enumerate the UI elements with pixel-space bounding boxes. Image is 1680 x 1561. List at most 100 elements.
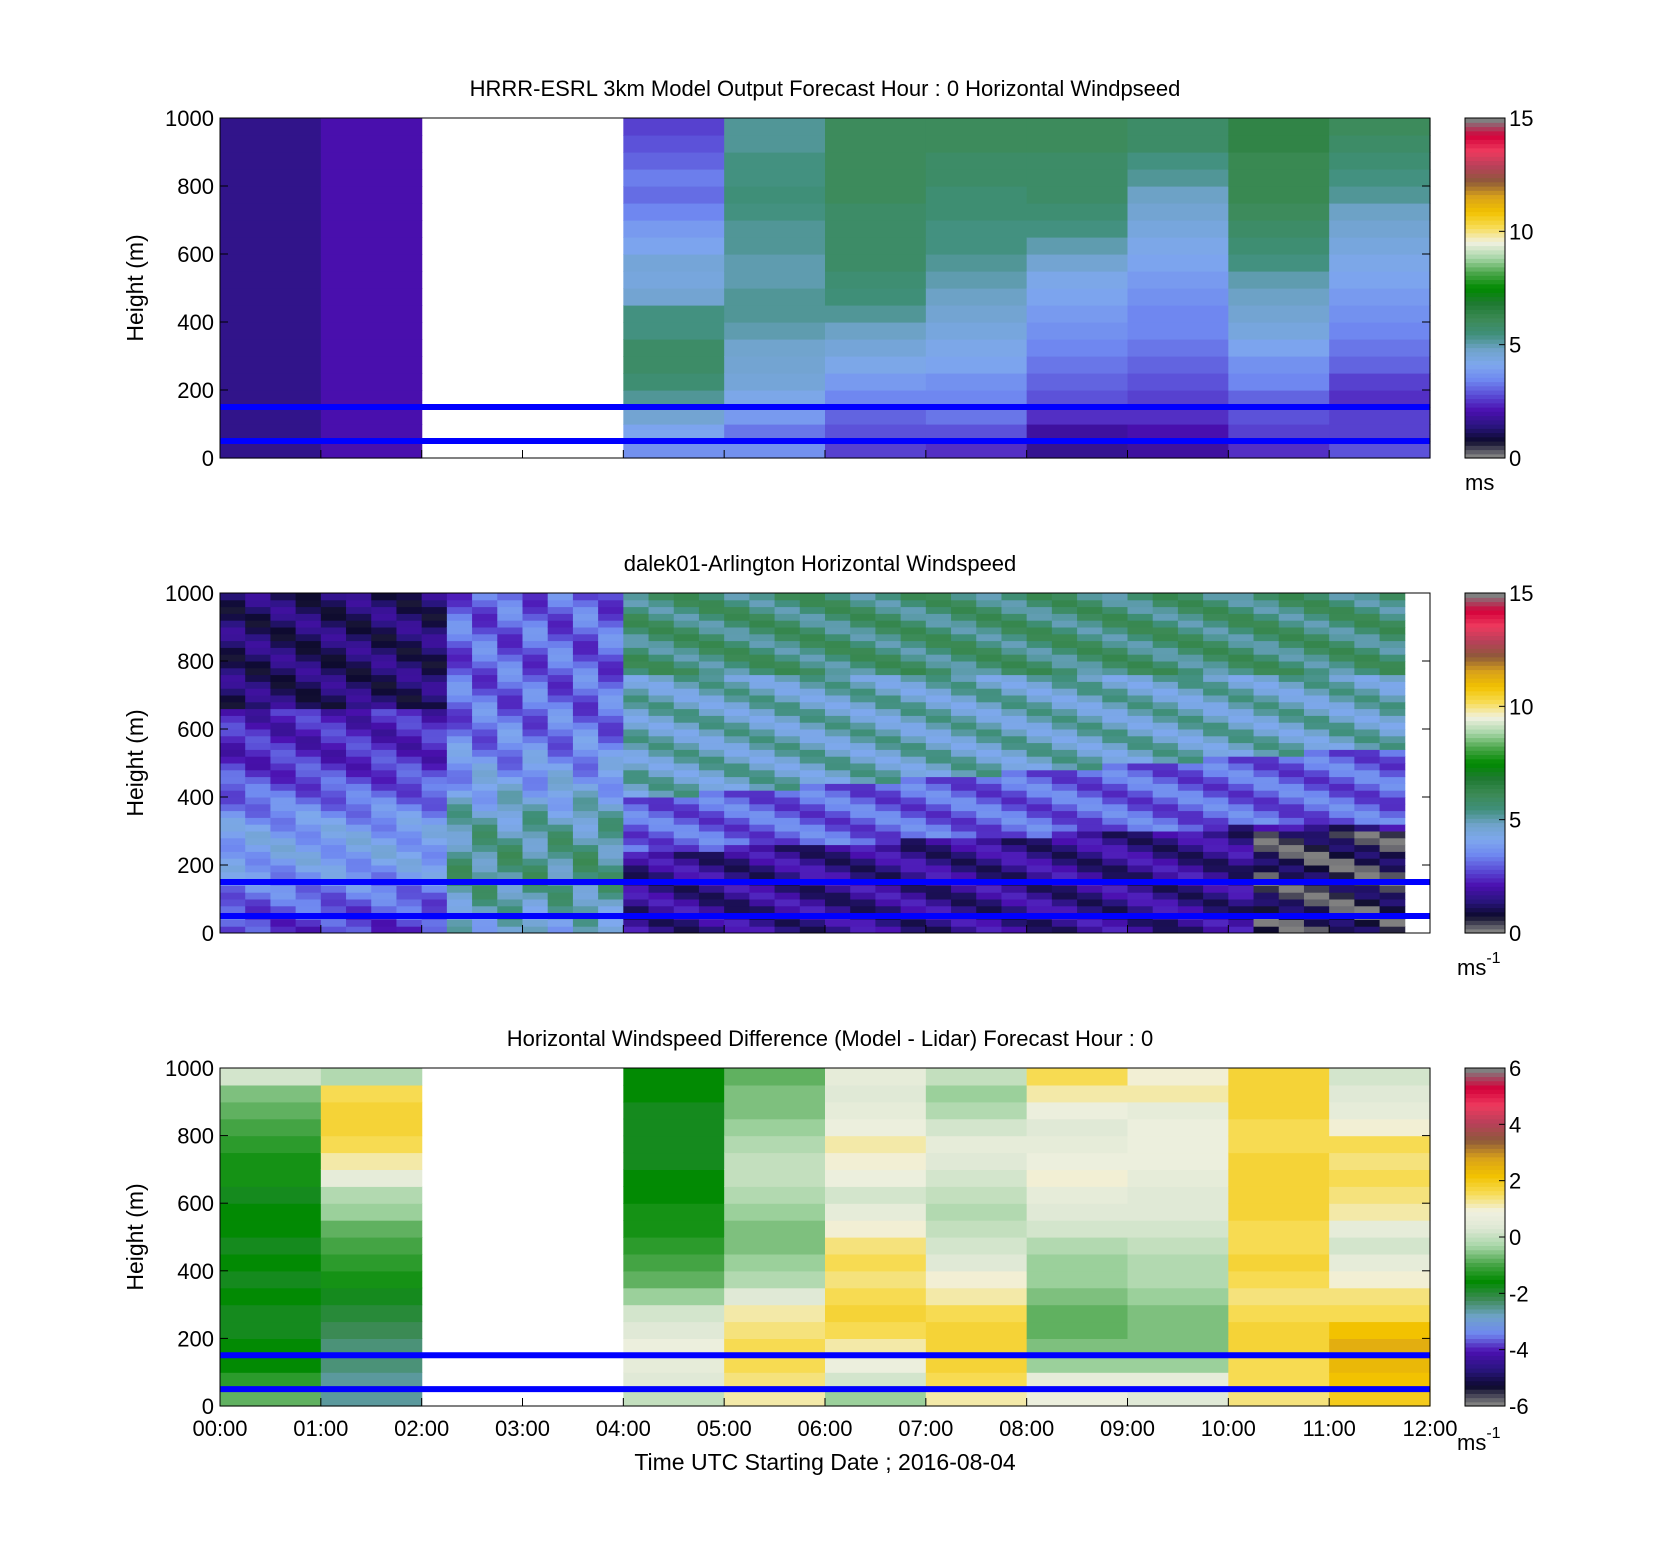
heatmap-cell (1278, 606, 1305, 614)
heatmap-cell (396, 722, 423, 730)
colorbar-segment (1465, 181, 1505, 187)
colorbar-segment (1465, 122, 1505, 128)
heatmap-cell (1354, 885, 1381, 893)
heatmap-cell (1001, 613, 1028, 621)
heatmap-cell (245, 803, 271, 812)
heatmap-cell (698, 763, 725, 771)
heatmap-cell (245, 926, 271, 934)
heatmap-cell (1102, 769, 1128, 778)
heatmap-cell (623, 810, 650, 818)
heatmap-cell (472, 837, 498, 846)
heatmap-cell (799, 810, 826, 818)
heatmap-cell (1203, 919, 1229, 927)
heatmap-cell (270, 769, 297, 778)
heatmap-cell (598, 858, 624, 866)
heatmap-cell (1001, 769, 1028, 778)
heatmap-cell (774, 749, 801, 757)
heatmap-cell (825, 783, 851, 791)
heatmap-cell (1203, 715, 1229, 723)
colorbar-segment (1465, 1068, 1505, 1073)
heatmap-cell (673, 708, 700, 716)
heatmap-cell (1303, 926, 1330, 934)
colorbar-segment (1465, 1389, 1505, 1394)
heatmap-cell (1203, 858, 1229, 866)
heatmap-cell (799, 824, 826, 832)
heatmap-cell (623, 851, 650, 859)
heatmap-cell (724, 1321, 826, 1339)
heatmap-cell (825, 817, 851, 825)
heatmap-cell (976, 892, 1002, 900)
colorbar-segment (1465, 313, 1505, 319)
heatmap-cell (1177, 674, 1204, 682)
heatmap-cell (371, 885, 397, 893)
heatmap-cell (598, 919, 624, 927)
heatmap-cell (1303, 695, 1330, 703)
heatmap-cell (1177, 926, 1204, 934)
heatmap-cell (572, 742, 599, 750)
heatmap-cell (371, 688, 397, 696)
heatmap-cell (749, 763, 776, 771)
colorbar-tick-label: 5 (1509, 333, 1521, 358)
heatmap-cell (825, 667, 851, 676)
heatmap-cell (472, 708, 498, 716)
heatmap-cell (1051, 620, 1078, 628)
heatmap-cell (1278, 647, 1305, 655)
heatmap-cell (623, 373, 725, 391)
heatmap-cell (648, 919, 675, 927)
heatmap-cell (1026, 851, 1053, 859)
colorbar-segment (1465, 1380, 1505, 1386)
heatmap-cell (850, 926, 876, 934)
heatmap-cell (1102, 871, 1128, 880)
heatmap-cell (1026, 701, 1053, 710)
heatmap-cell (1077, 593, 1103, 601)
heatmap-cell (900, 742, 927, 750)
heatmap-cell (346, 817, 372, 825)
heatmap-cell (371, 892, 397, 900)
heatmap-cell (1127, 305, 1229, 323)
heatmap-cell (648, 803, 675, 812)
heatmap-cell (774, 640, 801, 648)
heatmap-cell (320, 373, 423, 391)
heatmap-cell (774, 769, 801, 778)
heatmap-cell (1026, 613, 1053, 621)
heatmap-cell (497, 783, 523, 791)
heatmap-cell (1051, 865, 1078, 873)
xtick-label: 10:00 (1201, 1416, 1256, 1441)
colorbar-segment (1465, 309, 1505, 315)
heatmap-cell (1127, 844, 1154, 852)
heatmap-cell (270, 844, 297, 852)
heatmap-cell (925, 742, 952, 750)
heatmap-cell (547, 701, 574, 710)
panel-lidar-colorbar-unit-base: ms (1457, 955, 1486, 980)
heatmap-cell (1329, 237, 1431, 255)
heatmap-cell (1026, 905, 1053, 914)
heatmap-cell (648, 606, 675, 614)
heatmap-cell (1253, 763, 1280, 771)
heatmap-cell (1127, 797, 1154, 805)
heatmap-cell (270, 688, 297, 696)
heatmap-cell (371, 776, 397, 784)
heatmap-cell (1026, 871, 1053, 880)
heatmap-cell (1303, 776, 1330, 784)
heatmap-cell (1354, 892, 1381, 900)
heatmap-cell (598, 926, 624, 934)
heatmap-cell (1379, 606, 1406, 614)
heatmap-cell (1329, 749, 1355, 757)
colorbar-segment (1465, 266, 1505, 272)
heatmap-cell (799, 722, 826, 730)
heatmap-cell (623, 1270, 725, 1289)
heatmap-cell (1152, 708, 1179, 716)
heatmap-cell (245, 633, 271, 642)
heatmap-cell (900, 681, 927, 689)
heatmap-cell (724, 892, 750, 900)
heatmap-cell (1026, 271, 1129, 289)
heatmap-cell (446, 892, 473, 900)
heatmap-cell (1379, 783, 1406, 791)
heatmap-cell (1026, 742, 1053, 750)
heatmap-cell (724, 790, 750, 798)
heatmap-cell (1026, 858, 1053, 866)
heatmap-cell (421, 742, 448, 750)
heatmap-cell (446, 783, 473, 791)
heatmap-cell (320, 152, 423, 170)
heatmap-cell (1051, 817, 1078, 825)
